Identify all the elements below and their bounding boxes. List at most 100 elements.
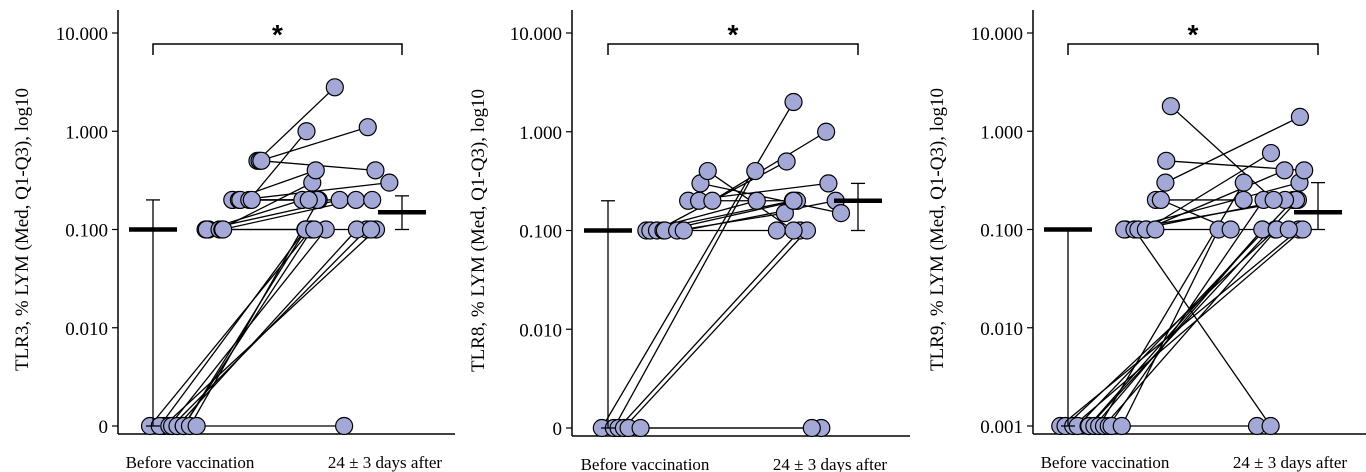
y-tick-label: 10.000 bbox=[56, 24, 108, 45]
significance-bracket bbox=[152, 43, 403, 55]
data-point-before bbox=[1151, 190, 1170, 210]
pair-line bbox=[712, 131, 827, 202]
pair-line bbox=[601, 101, 795, 429]
data-point-after bbox=[1234, 190, 1253, 210]
data-point-after bbox=[299, 190, 318, 210]
pair-line bbox=[1093, 229, 1263, 427]
data-point-after bbox=[817, 122, 836, 141]
data-point-after bbox=[361, 220, 381, 239]
data-point-after bbox=[1290, 107, 1310, 126]
pair-line bbox=[219, 182, 313, 231]
y-axis-label: TLR9, % LYM (Med, Q1-Q3), log10 bbox=[927, 88, 948, 371]
y-tick-label: 0.100 bbox=[980, 221, 1023, 242]
data-point-after bbox=[775, 204, 794, 223]
significance-bracket bbox=[1067, 43, 1319, 55]
significance-marker: * bbox=[272, 19, 283, 50]
data-point-after bbox=[330, 190, 349, 210]
data-point-after bbox=[1261, 143, 1281, 163]
data-point-after bbox=[305, 220, 324, 239]
data-point-after bbox=[1221, 220, 1240, 239]
pair-line bbox=[1072, 229, 1304, 427]
data-point-after bbox=[1295, 161, 1314, 180]
category-label: 24 ± 3 days after bbox=[328, 453, 442, 472]
y-axis-label: TLR8, % LYM (Med, Q1-Q3), log10 bbox=[468, 89, 489, 372]
data-point-after bbox=[325, 78, 344, 97]
pair-line bbox=[183, 229, 313, 427]
data-point-after bbox=[831, 204, 851, 223]
pair-line bbox=[1133, 229, 1272, 427]
panel-2: 0 0.010 0.100 1.000 10.000 TLR8, % LYM (Med, … bbox=[468, 10, 910, 472]
pair-line bbox=[700, 182, 842, 214]
data-point-before bbox=[1112, 416, 1131, 436]
pair-line bbox=[159, 229, 306, 427]
data-point-after bbox=[1264, 190, 1283, 210]
y-tick-label: 0.010 bbox=[65, 319, 108, 340]
data-point-before bbox=[1156, 173, 1175, 192]
data-point-before bbox=[252, 151, 271, 170]
pair-line bbox=[1145, 152, 1272, 231]
y-tick-label: 10.000 bbox=[971, 24, 1023, 45]
category-label: 24 ± 3 days after bbox=[773, 455, 887, 472]
y-tick-label: 0.100 bbox=[65, 221, 108, 242]
significance-marker: * bbox=[728, 19, 739, 50]
data-point-after bbox=[819, 174, 838, 193]
category-label: Before vaccination bbox=[126, 453, 255, 472]
y-tick-label: 0.010 bbox=[980, 319, 1023, 340]
data-point-before bbox=[631, 418, 650, 438]
pair-line bbox=[1165, 116, 1301, 184]
pair-line bbox=[618, 230, 801, 429]
data-point-before bbox=[698, 161, 717, 181]
y-tick-label: 0 bbox=[99, 417, 109, 438]
y-tick-label: 1.000 bbox=[980, 122, 1023, 143]
pair-line bbox=[683, 200, 836, 232]
pair-line bbox=[171, 229, 368, 427]
pair-line bbox=[259, 126, 368, 162]
y-tick-label: 0 bbox=[553, 419, 563, 440]
pair-line bbox=[1108, 199, 1265, 427]
data-point-before bbox=[187, 416, 206, 436]
data-point-after bbox=[1261, 416, 1280, 436]
significance-marker: * bbox=[1188, 19, 1199, 50]
data-point-after bbox=[346, 190, 366, 210]
data-point-after bbox=[297, 122, 316, 141]
data-point-before bbox=[674, 221, 693, 240]
pair-line bbox=[613, 170, 756, 429]
data-point-after bbox=[1275, 161, 1294, 180]
pair-line bbox=[256, 86, 336, 162]
data-point-after bbox=[366, 161, 385, 180]
y-tick-label: 1.000 bbox=[519, 123, 562, 144]
y-axis-label: TLR3, % LYM (Med, Q1-Q3), log10 bbox=[12, 88, 33, 371]
y-tick-label: 0.100 bbox=[519, 222, 562, 243]
significance-bracket bbox=[607, 43, 859, 55]
data-point-after bbox=[380, 173, 399, 192]
data-point-after bbox=[784, 221, 803, 240]
data-point-after bbox=[358, 118, 377, 137]
data-point-before bbox=[214, 220, 233, 239]
pair-line bbox=[183, 229, 307, 427]
pair-line bbox=[189, 199, 320, 427]
pair-line bbox=[623, 230, 808, 429]
pair-line bbox=[1103, 229, 1278, 427]
data-point-after bbox=[363, 190, 382, 210]
data-point-before bbox=[1157, 151, 1176, 170]
category-label: 24 ± 3 days after bbox=[1233, 453, 1347, 472]
data-point-before bbox=[242, 190, 261, 210]
y-tick-label: 1.000 bbox=[65, 122, 108, 143]
data-point-after bbox=[777, 152, 796, 171]
data-point-after bbox=[802, 418, 821, 438]
pair-line bbox=[248, 130, 307, 201]
data-point-before bbox=[703, 191, 722, 210]
data-point-after bbox=[784, 191, 803, 210]
data-point-after bbox=[1279, 220, 1298, 239]
panel-1: 0 0.010 0.100 1.000 10.000 TLR3, % LYM (Med, … bbox=[12, 10, 455, 472]
pair-line bbox=[1121, 229, 1220, 427]
data-point-after bbox=[335, 416, 354, 436]
data-point-after bbox=[306, 161, 325, 180]
panel-3: 0.001 0.010 0.100 1.000 10.000 TLR9, % LYM (M… bbox=[927, 10, 1366, 472]
y-tick-label: 0.001 bbox=[980, 417, 1023, 438]
pair-line bbox=[176, 229, 358, 427]
data-point-after bbox=[747, 191, 766, 210]
y-tick-label: 10.000 bbox=[510, 24, 562, 45]
category-label: Before vaccination bbox=[1041, 453, 1170, 472]
